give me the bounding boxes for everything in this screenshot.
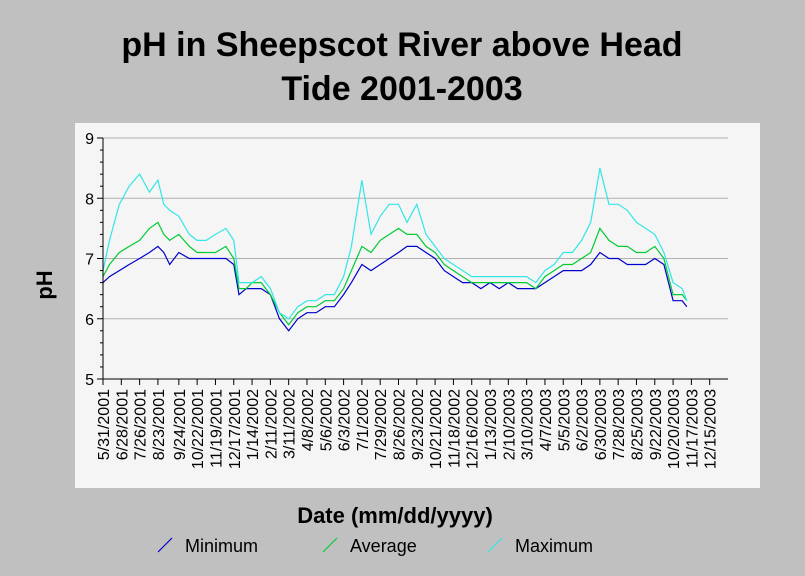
legend-swatch-maximum — [487, 537, 503, 553]
x-tick-label: 5/6/2002 — [318, 389, 335, 451]
x-tick-label: 11/19/2001 — [208, 389, 225, 468]
x-tick-label: 12/17/2001 — [227, 389, 244, 469]
x-tick-label: 8/25/2003 — [629, 389, 646, 460]
x-tick-label: 10/22/2001 — [190, 389, 207, 469]
legend-label-average: Average — [350, 536, 417, 556]
x-tick-label: 6/3/2002 — [337, 389, 354, 451]
x-ticks: 5/31/2001 6/28/2001 7/26/2001 8/23/2001 9/24… — [96, 379, 720, 469]
x-tick-label: 3/10/2003 — [520, 389, 537, 460]
chart-title-line-1: pH in Sheepscot River above Head — [121, 26, 682, 64]
x-tick-label: 9/22/2003 — [648, 389, 665, 460]
x-tick-label: 2/10/2003 — [501, 389, 518, 460]
chart-title-line-2: Tide 2001-2003 — [281, 70, 522, 108]
x-tick-label: 7/1/2002 — [355, 389, 372, 451]
x-tick-label: 6/28/2001 — [114, 389, 131, 460]
x-tick-label: 6/2/2003 — [575, 389, 592, 451]
x-tick-label: 1/14/2002 — [245, 389, 262, 460]
legend-label-maximum: Maximum — [515, 536, 593, 556]
x-axis-title: Date (mm/dd/yyyy) — [297, 503, 493, 528]
y-tick-label: 7 — [85, 252, 94, 269]
x-tick-label: 9/24/2001 — [172, 389, 189, 460]
legend-swatch-minimum — [157, 537, 173, 553]
x-tick-label: 11/18/2002 — [446, 389, 463, 468]
x-tick-label: 11/17/2003 — [684, 389, 701, 468]
y-tick-label: 9 — [85, 131, 94, 148]
series-line-minimum — [102, 245, 688, 332]
x-tick-label: 12/15/2003 — [703, 389, 720, 469]
x-tick-label: 5/31/2001 — [96, 389, 113, 460]
x-tick-label: 12/16/2002 — [465, 389, 482, 469]
x-tick-label: 2/11/2002 — [263, 389, 280, 459]
y-ticks: 5 6 7 8 9 — [85, 131, 103, 389]
x-tick-label: 8/26/2002 — [392, 389, 409, 460]
x-tick-label: 10/21/2002 — [428, 389, 445, 469]
x-tick-label: 9/23/2002 — [410, 389, 427, 460]
plot-background — [75, 123, 760, 488]
x-tick-label: 6/30/2003 — [593, 389, 610, 460]
x-tick-label: 7/28/2003 — [611, 389, 628, 460]
x-tick-label: 7/29/2002 — [373, 389, 390, 460]
legend: Minimum Average Maximum — [157, 536, 593, 556]
x-tick-label: 7/26/2001 — [133, 389, 150, 460]
legend-swatch-average — [322, 537, 338, 553]
y-tick-label: 6 — [85, 312, 94, 329]
y-tick-label: 8 — [85, 191, 94, 208]
x-tick-label: 10/20/2003 — [666, 389, 683, 469]
series-line-average — [102, 221, 688, 326]
x-tick-label: 4/7/2003 — [538, 389, 555, 451]
x-tick-label: 1/13/2003 — [483, 389, 500, 460]
x-tick-label: 5/5/2003 — [556, 389, 573, 451]
x-tick-label: 8/23/2001 — [151, 389, 168, 460]
x-tick-label: 4/8/2002 — [300, 389, 317, 451]
series-lines — [102, 167, 688, 332]
legend-label-minimum: Minimum — [185, 536, 258, 556]
series-line-maximum — [102, 167, 688, 320]
x-tick-label: 3/11/2002 — [282, 389, 299, 459]
y-tick-label: 5 — [85, 372, 94, 389]
y-axis-title: pH — [32, 270, 57, 299]
